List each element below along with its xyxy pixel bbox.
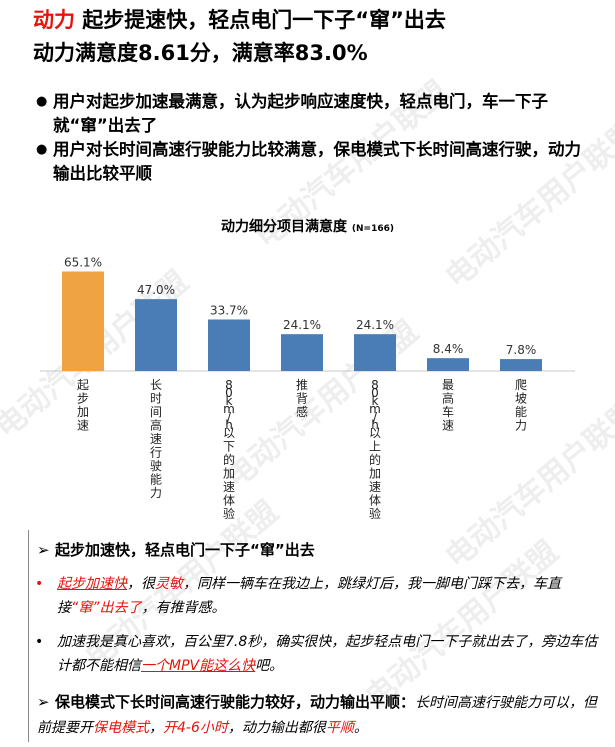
bar (427, 358, 469, 371)
quote-text: ，有推背感。 (141, 600, 226, 616)
chart-sample-size: (N=166) (351, 224, 394, 234)
bullet-dot-icon: • (35, 576, 44, 592)
bar-value-label: 8.4% (433, 342, 464, 356)
comment-section-2: ➢ 保电模式下长时间高速行驶能力较好，动力输出平顺：长时间高速行驶能力可以，但前提… (37, 690, 597, 740)
bar-value-label: 47.0% (137, 283, 175, 297)
bar (208, 319, 250, 371)
section1-title: 起步加速快，轻点电门一下子“窜”出去 (55, 541, 315, 559)
arrow-icon: ➢ (37, 541, 50, 559)
title-highlight: 动力 (33, 8, 75, 32)
bar (354, 334, 396, 371)
comments-panel: ➢ 起步加速快，轻点电门一下子“窜”出去 • 起步加速快，很灵敏，同样一辆车在我边上… (28, 530, 599, 742)
bar-value-label: 24.1% (356, 318, 394, 332)
summary-bullets: 用户对起步加速最满意，认为起步响应速度快，轻点电门，车一下子就“窜”出去了 用户… (36, 90, 596, 186)
quote-text: ，同样一辆车在我边上，跳绿灯后，我一脚电门踩下去，车直接 (57, 576, 561, 616)
category-label: 8 0 k m / h 以上的加速体验 (369, 378, 381, 521)
quote-text: 加速我是真心喜欢，百公里7.8秒，确实很快，起步轻点电门一下子就出去了，旁边车估… (57, 634, 598, 674)
section2-text: 平顺 (325, 720, 354, 736)
bullet-item: 用户对长时间高速行驶能力比较满意，保电模式下长时间高速行驶，动力输出比较平顺 (36, 138, 596, 186)
quote-item: • 起步加速快，很灵敏，同样一辆车在我边上，跳绿灯后，我一脚电门踩下去，车直接“窜… (35, 572, 602, 620)
bar-value-label: 33.7% (210, 303, 248, 317)
bar-chart: 65.1% 起步加速 47.0% 长时间高速行驶能力 33.7% 8 0 k m / h 以下的加速体… (40, 255, 575, 521)
bar (500, 359, 542, 371)
category-label: 推背感 (296, 378, 308, 419)
page-title: 动力 起步提速快，轻点电门一下子“窜”出去 动力满意度8.61分，满意率83.0… (33, 4, 446, 70)
bullet-dot-icon: • (35, 634, 44, 650)
section2-text: ，动力输出都很 (227, 720, 326, 736)
comment-section-title: ➢ 起步加速快，轻点电门一下子“窜”出去 (37, 538, 315, 562)
section2-text: 。 (353, 720, 368, 736)
quote-text: ，很 (127, 576, 155, 592)
quote-text: 起步加速快 (57, 576, 127, 592)
bar-value-label: 24.1% (283, 318, 321, 332)
quote-text: 吧。 (255, 658, 284, 674)
quote-item: • 加速我是真心喜欢，百公里7.8秒，确实很快，起步轻点电门一下子就出去了，旁边车… (35, 630, 602, 678)
bar (135, 299, 177, 371)
category-label: 爬坡能力 (515, 378, 527, 433)
bullet-item: 用户对起步加速最满意，认为起步响应速度快，轻点电门，车一下子就“窜”出去了 (36, 90, 596, 138)
quote-text: 灵敏 (155, 576, 183, 592)
chart-title-text: 动力细分项目满意度 (221, 219, 348, 235)
title-text: 起步提速快，轻点电门一下子“窜”出去 (75, 8, 446, 32)
quote-text: 一个MPV能这么快 (141, 658, 256, 674)
category-label: 8 0 k m / h 以下的加速体验 (223, 378, 235, 521)
arrow-icon: ➢ (37, 693, 50, 711)
bar (281, 334, 323, 371)
chart-title: 动力细分项目满意度 (N=166) (0, 216, 615, 236)
section2-text: 保电模式 (93, 720, 149, 736)
category-label: 最高车速 (442, 378, 454, 433)
quote-text: “窜”出去了 (71, 600, 142, 616)
category-label: 长时间高速行驶能力 (150, 378, 162, 500)
section2-text: ， (149, 720, 163, 736)
section2-title: 保电模式下长时间高速行驶能力较好，动力输出平顺： (55, 693, 416, 711)
section2-text: 开4-6小时 (163, 720, 228, 736)
section2-text: 长时间高速行驶能力可以，但前提要开 (37, 695, 598, 736)
bar-value-label: 65.1% (64, 255, 102, 269)
title-line-2: 动力满意度8.61分，满意率83.0% (33, 41, 368, 65)
bar (62, 271, 104, 371)
category-label: 起步加速 (77, 378, 89, 433)
title-line-1: 动力 起步提速快，轻点电门一下子“窜”出去 (33, 4, 446, 37)
bar-value-label: 7.8% (506, 343, 537, 357)
